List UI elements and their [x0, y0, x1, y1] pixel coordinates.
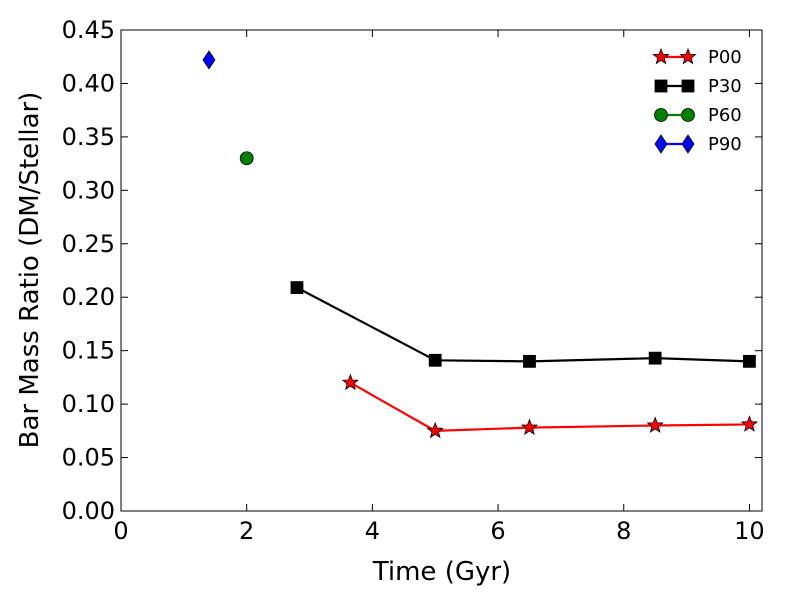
ticks-layer: 0 2 4 6 8 10 0.00 0.05 0.10 0.15 0.20 0.25 0.30 0.35 0… [62, 16, 765, 545]
legend-marker-p00 [652, 47, 670, 65]
data-point-p30 [743, 354, 756, 368]
data-point-p30 [648, 351, 662, 365]
x-tick-label: 8 [616, 517, 631, 545]
y-tick-label: 0.35 [62, 123, 115, 151]
data-point-p30 [290, 281, 304, 295]
x-tick-label: 0 [113, 517, 128, 545]
legend-marker-p30 [681, 79, 695, 93]
y-tick-label: 0.25 [62, 230, 115, 258]
y-tick-label: 0.45 [62, 16, 115, 44]
legend-marker-p60 [654, 108, 668, 122]
plot-frame [120, 29, 763, 512]
legend-marker-p30 [654, 79, 668, 93]
data-point-p30 [428, 353, 442, 367]
x-tick-label: 4 [365, 517, 380, 545]
y-tick-label: 0.15 [62, 337, 115, 365]
y-tick-label: 0.20 [62, 283, 115, 311]
legend-marker-p90 [654, 134, 668, 154]
data-point-p30 [523, 354, 536, 368]
y-tick-label: 0.10 [62, 390, 115, 418]
legend-label-p60: P60 [708, 105, 742, 126]
y-tick-label: 0.40 [62, 69, 115, 97]
data-point-p60 [239, 151, 254, 166]
legend-label-p30: P30 [708, 76, 742, 97]
legend: P00 P30 P60 P90 [652, 47, 742, 155]
data-point-p00 [341, 373, 360, 391]
x-tick-label: 2 [239, 517, 254, 545]
y-tick-label: 0.00 [62, 497, 115, 525]
data-point-p00 [520, 418, 539, 436]
x-tick-label: 10 [734, 517, 765, 545]
y-tick-label: 0.30 [62, 176, 115, 204]
x-axis-title: Time (Gyr) [372, 557, 511, 587]
markers-layer [202, 50, 759, 439]
legend-marker-p90 [681, 134, 695, 154]
data-point-p00 [426, 421, 444, 439]
legend-marker-p60 [681, 108, 695, 122]
y-tick-label: 0.05 [62, 444, 115, 472]
data-point-p00 [740, 415, 759, 432]
data-point-p90 [202, 50, 216, 70]
legend-marker-p00 [679, 47, 697, 65]
legend-label-p00: P00 [708, 47, 742, 68]
x-tick-label: 6 [490, 517, 505, 545]
y-axis-title: Bar Mass Ratio (DM/Stellar) [15, 92, 45, 449]
legend-label-p90: P90 [708, 134, 742, 155]
data-point-p00 [646, 416, 664, 433]
